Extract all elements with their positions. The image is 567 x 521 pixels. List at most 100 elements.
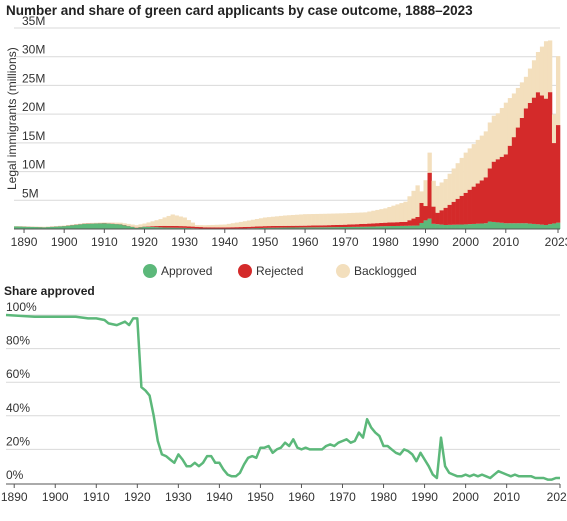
rejected-bar [487,168,493,222]
backlogged-bar [359,212,364,225]
x-tick-label: 1960 [292,235,319,249]
backlogged-bar [230,223,236,228]
backlogged-bar [274,216,280,226]
backlogged-bar [182,217,187,227]
backlogged-bar [431,180,436,207]
approved-bar [50,226,55,229]
y-tick-label: 60% [6,367,30,381]
approved-bar [22,226,27,229]
x-tick-label: 1950 [252,235,279,249]
rejected-bar [379,222,384,227]
approved-bar [435,224,440,229]
approved-bar [407,225,412,229]
legend-label: Approved [161,264,212,278]
backlogged-bar [122,223,127,225]
backlogged-bar [266,217,272,227]
approved-bar [270,227,276,229]
x-tick-label: 1980 [370,490,397,504]
x-tick-label: 1890 [1,490,28,504]
backlogged-bar [331,213,336,226]
approved-bar [278,227,284,229]
approved-bar [319,227,324,229]
rejected-bar [323,225,328,228]
backlogged-bar [539,46,545,96]
legend-label: Rejected [256,264,303,278]
rejected-bar [315,225,320,228]
approved-bar [463,224,468,229]
approved-bar [355,226,360,229]
backlogged-bar [423,180,428,207]
rejected-bar [218,227,224,229]
rejected-bar [523,108,529,224]
backlogged-bar [150,221,155,227]
rejected-bar [531,97,537,224]
approved-bar [90,223,95,229]
legend-label: Backlogged [354,264,417,278]
approved-bar [471,223,476,229]
rejected-bar [547,92,553,225]
backlogged-bar [535,52,541,93]
approved-bar [98,223,103,229]
rejected-bar [439,210,444,225]
approved-bar [403,225,408,229]
backlogged-bar [162,217,167,226]
backlogged-bar [555,56,561,126]
approved-bar [499,222,505,229]
backlogged-bar [242,221,248,227]
backlogged-bar [295,214,300,226]
backlogged-bar [270,216,276,227]
backlogged-bar [315,213,320,226]
approved-bar [475,223,481,229]
backlogged-bar [491,115,497,162]
backlogged-bar [130,224,135,227]
rejected-bar [451,201,456,225]
chart-title: Number and share of green card applicant… [6,3,473,18]
rejected-bar [427,172,432,219]
y-tick-label: 35M [22,14,45,28]
x-tick-label: 1920 [124,490,151,504]
approved-bar [431,223,436,229]
legend-marker [143,264,157,278]
rejected-bar [407,220,412,226]
backlogged-bar [523,76,529,109]
backlogged-bar [347,213,352,225]
stacked-bar-chart: 5M 10M 15M 20M 25M 30M 35M Legal immigrants (mi… [5,14,567,278]
rejected-bar [447,204,452,225]
x-tick-label: 2010 [493,490,520,504]
backlogged-bar [443,179,448,208]
rejected-bar [503,154,509,224]
approved-bar [78,224,83,229]
approved-bar [94,223,99,229]
approved-bar [299,227,304,229]
backlogged-bar [475,139,481,184]
approved-bar [182,227,187,229]
approved-bar [507,223,513,229]
backlogged-bar [339,213,344,225]
approved-bar [439,224,444,229]
backlogged-bar [527,68,533,104]
approved-bar [511,223,517,229]
backlogged-bar [202,225,208,228]
approved-bar [371,226,376,229]
approved-bar [154,227,159,229]
backlogged-bar [323,213,328,226]
approved-bar [359,226,364,229]
rejected-bar [491,161,497,222]
approved-bar [419,222,424,229]
backlogged-bar [355,212,360,225]
line-chart: Share approved 0% 20% 40% 60% 80% 100% 1890 1900… [1,284,567,504]
rejected-bar [198,227,203,229]
x-tick-label: 1890 [11,235,38,249]
backlogged-bar [226,223,232,228]
rejected-bar [230,227,236,229]
rejected-bar [331,225,336,228]
backlogged-bar [110,222,115,224]
approved-bar [503,223,509,229]
backlogged-bar [222,224,228,228]
y-tick-label: 5M [22,186,39,200]
backlogged-bar [282,215,288,226]
x-tick-label: 1920 [131,235,158,249]
approved-bar [387,226,392,229]
backlogged-bar [246,220,252,227]
approved-bar [443,224,448,229]
